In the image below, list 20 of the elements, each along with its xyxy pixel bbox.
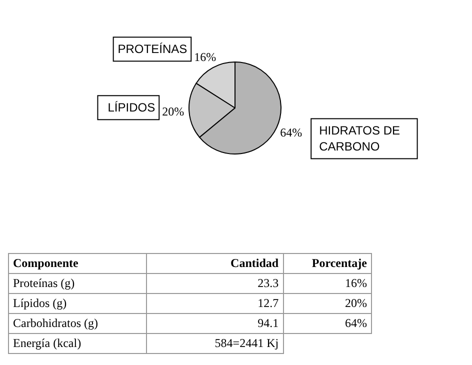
text: 16% — [283, 274, 372, 294]
text: 20% — [283, 294, 372, 314]
data-label: 20% — [162, 104, 184, 119]
text: Proteínas (g) — [8, 274, 146, 294]
text: 12.7 — [146, 294, 284, 314]
text: Energía (kcal) — [8, 334, 146, 354]
text: 94.1 — [146, 314, 284, 334]
text: Carbohidratos (g) — [8, 314, 146, 334]
text: 584=2441 Kj — [146, 334, 284, 354]
data-label: 64% — [280, 126, 302, 140]
text: 64% — [283, 314, 372, 334]
text: 23.3 — [146, 274, 284, 294]
slice-label: LÍPIDOS — [108, 100, 156, 115]
text: Componente — [8, 254, 146, 274]
data-label: 16% — [194, 50, 216, 64]
text: Lípidos (g) — [8, 294, 146, 314]
text: Cantidad — [146, 254, 284, 274]
text: Porcentaje — [283, 254, 372, 274]
slice-label: PROTEÍNAS — [118, 42, 188, 56]
slice-label: HIDRATOS DE CARBONO — [319, 124, 400, 154]
